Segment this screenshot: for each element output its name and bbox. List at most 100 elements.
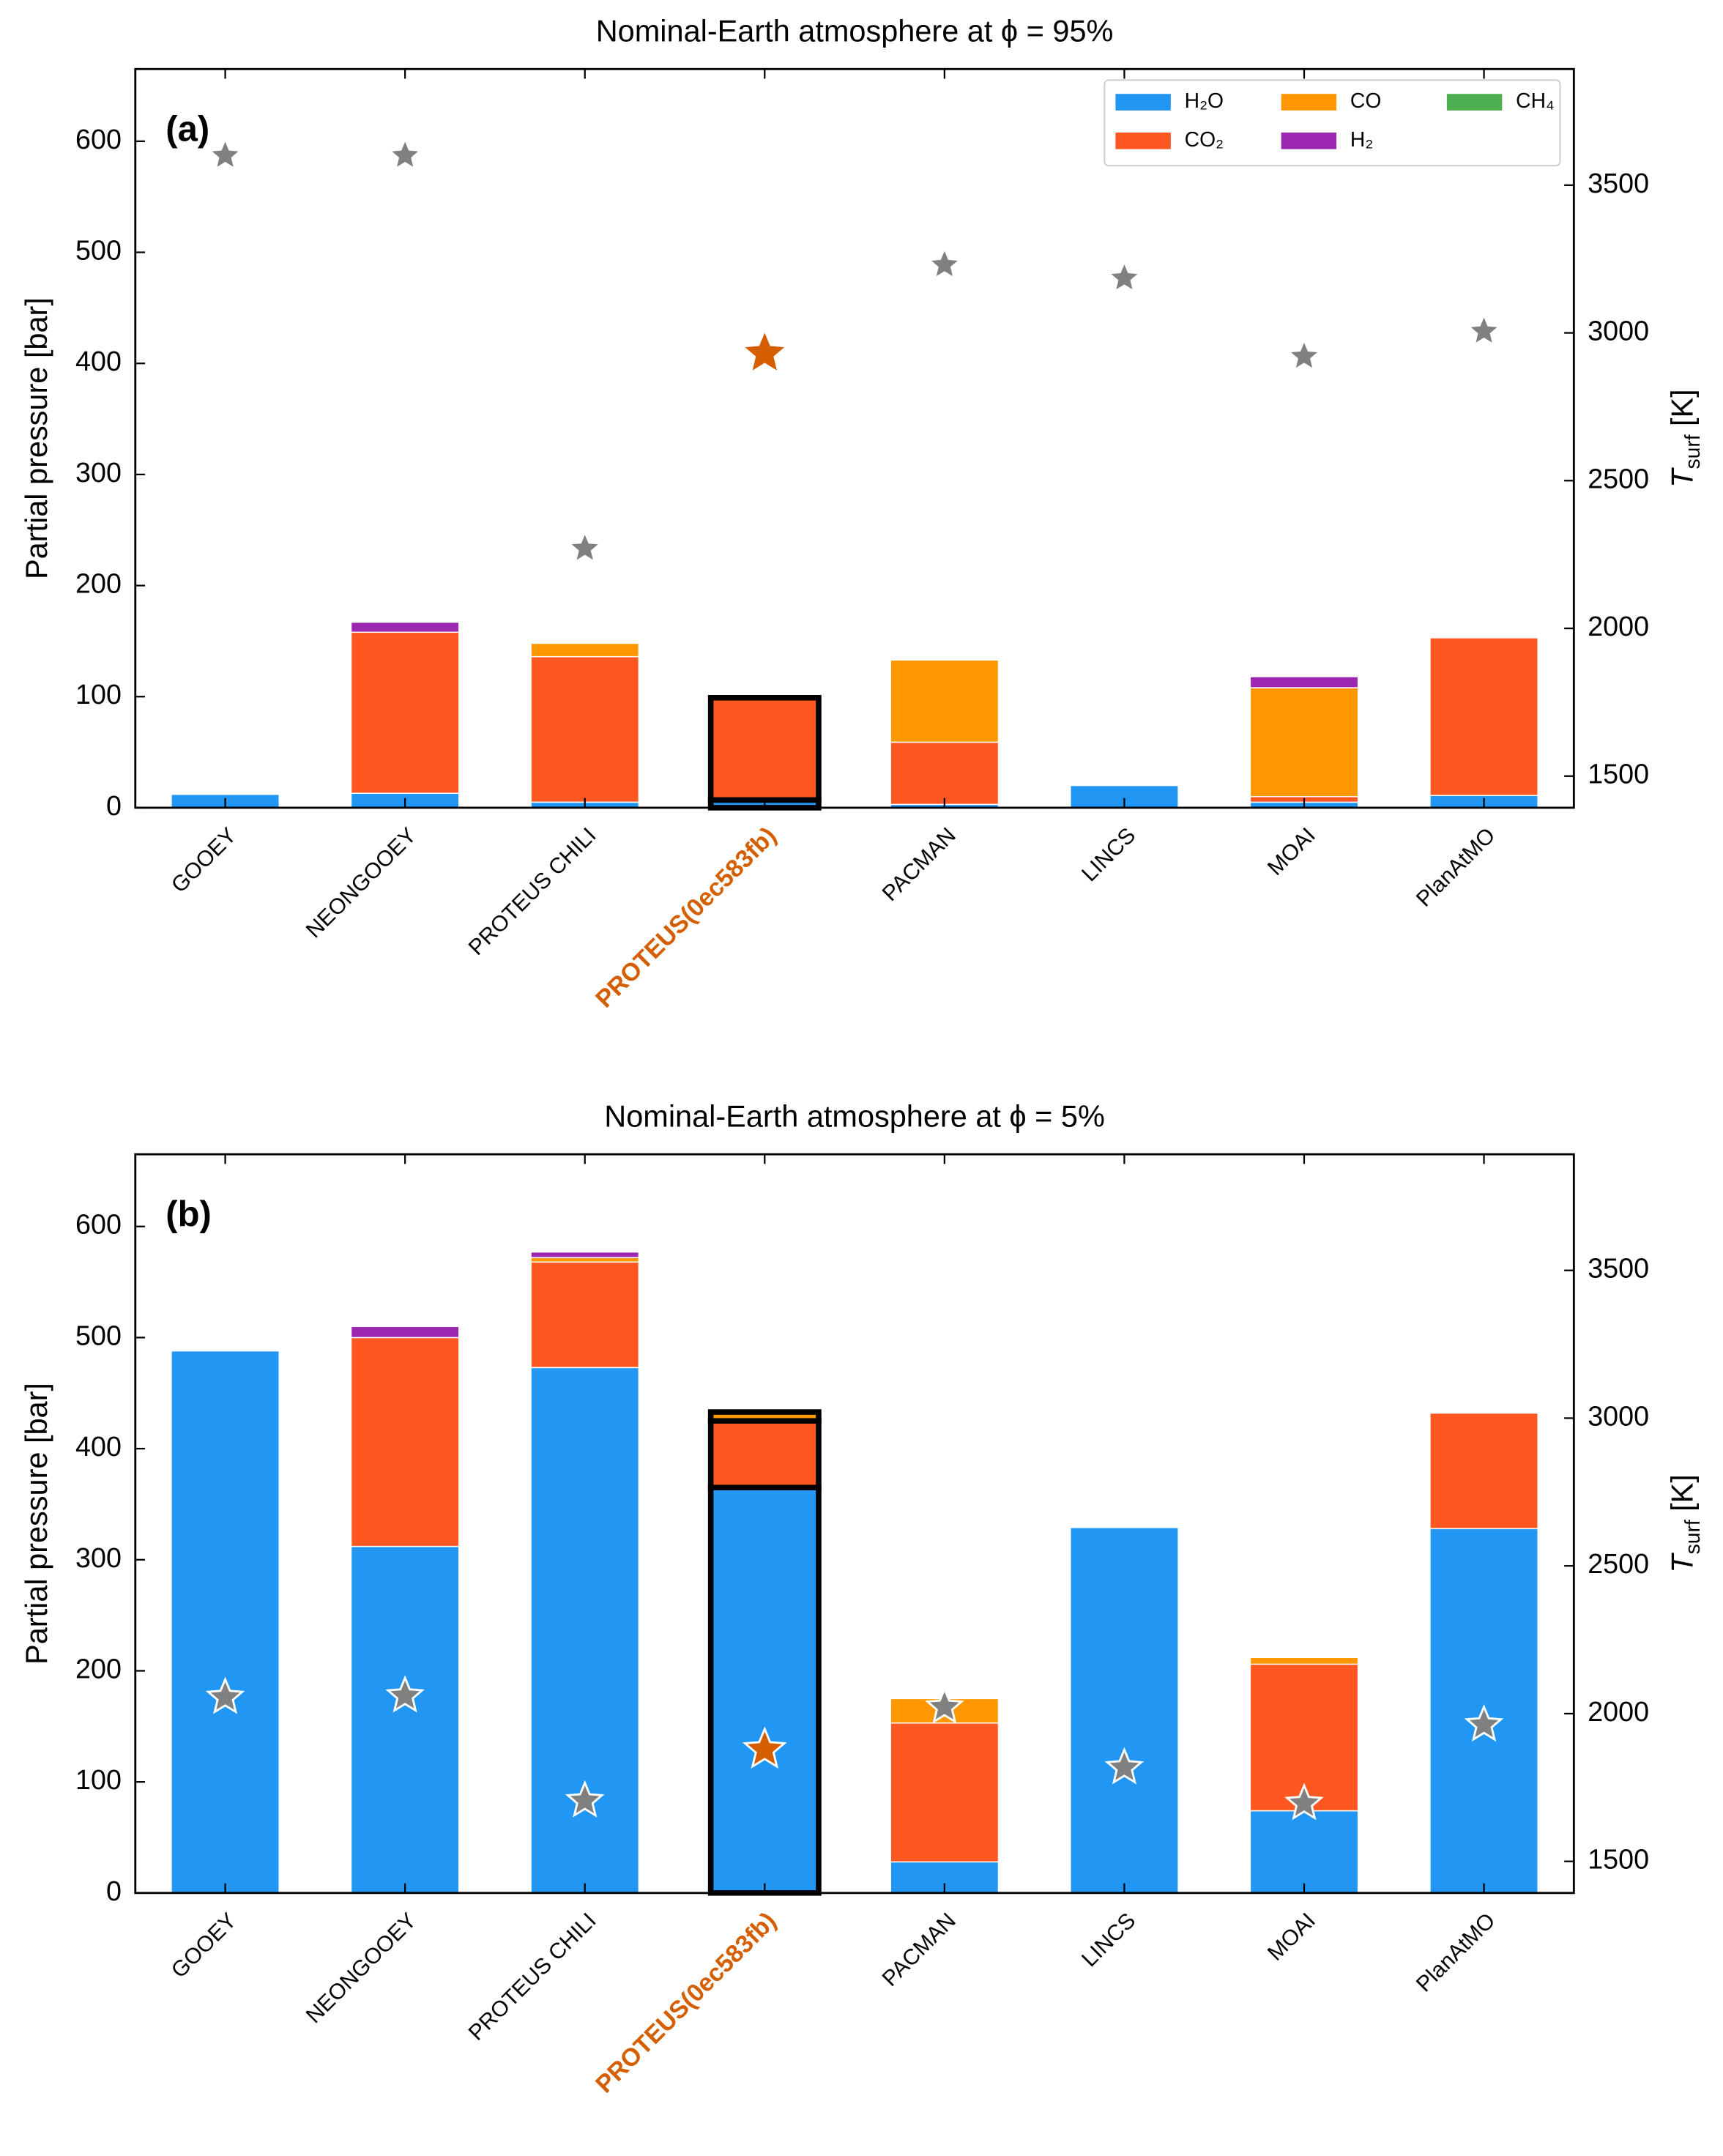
x-tick-label: NEONGOOEY xyxy=(302,823,421,943)
y2-axis-label: Tsurf [K] xyxy=(1664,389,1703,487)
legend-swatch xyxy=(1446,94,1503,111)
temperature-marker xyxy=(742,1726,787,1769)
bar-segment xyxy=(530,1251,640,1258)
bar-segment xyxy=(707,695,822,803)
y2-tick-label: 3000 xyxy=(1588,316,1649,346)
bar-segment xyxy=(890,741,1000,806)
legend-swatch xyxy=(1281,132,1337,149)
temperature-marker xyxy=(925,1686,964,1724)
y2-axis-label: Tsurf [K] xyxy=(1664,1474,1703,1572)
legend-swatch xyxy=(1115,132,1171,149)
legend-label: H₂O xyxy=(1185,89,1224,112)
legend-box xyxy=(1104,79,1561,167)
x-tick-label: PROTEUS(0ec583fb) xyxy=(590,822,781,1013)
bar-segment xyxy=(1249,687,1359,798)
bar-segment xyxy=(707,1418,822,1490)
y2-tick-label: 3000 xyxy=(1588,1400,1649,1431)
temperature-marker xyxy=(1104,1747,1145,1785)
temperature-marker xyxy=(1470,317,1497,343)
y-tick-label: 600 xyxy=(75,124,122,155)
legend-swatch xyxy=(1115,94,1171,111)
bar-segment xyxy=(1070,1527,1179,1894)
y2-tick-label: 2500 xyxy=(1588,1548,1649,1579)
y-axis-label: Partial pressure [bar] xyxy=(19,1383,53,1665)
temperature-marker xyxy=(205,1676,245,1714)
x-tick-label: PROTEUS CHILI xyxy=(464,1908,601,2045)
y2-tick-label: 2000 xyxy=(1588,1696,1649,1727)
panel-label: (b) xyxy=(165,1194,212,1234)
bar-segment xyxy=(530,642,640,658)
y2-tick-label: 3500 xyxy=(1588,1253,1649,1284)
y2-label-symbol: T xyxy=(1664,1553,1699,1573)
x-tick-label: PlanAtMO xyxy=(1412,1908,1500,1997)
y-tick-label: 0 xyxy=(106,790,122,821)
y2-tick-label: 1500 xyxy=(1588,759,1649,789)
x-tick-label: GOOEY xyxy=(167,1908,242,1983)
y-tick-label: 200 xyxy=(75,568,122,599)
legend-label: H₂ xyxy=(1350,127,1373,151)
x-tick-label: PlanAtMO xyxy=(1412,823,1500,912)
bar-segment xyxy=(530,1257,640,1263)
bar-segment xyxy=(1249,676,1359,688)
y-tick-label: 500 xyxy=(75,1320,122,1350)
bar-segment xyxy=(350,1326,460,1339)
bar-segment xyxy=(1249,1657,1359,1665)
y2-tick-label: 2500 xyxy=(1588,463,1649,494)
temperature-marker xyxy=(745,332,785,371)
y2-label-unit: [K] xyxy=(1664,389,1699,426)
bar-segment xyxy=(530,1367,640,1894)
bar-segment xyxy=(1429,637,1538,797)
x-tick-label: MOAI xyxy=(1263,1908,1320,1966)
legend-label: CH₄ xyxy=(1516,89,1554,112)
temperature-marker xyxy=(1111,264,1138,290)
bar-segment xyxy=(707,1484,822,1896)
x-tick-label: PROTEUS(0ec583fb) xyxy=(590,1907,781,2098)
x-tick-label: NEONGOOEY xyxy=(302,1908,421,2028)
bar-segment xyxy=(530,1261,640,1369)
bar-segment xyxy=(350,631,460,794)
temperature-marker xyxy=(931,250,958,277)
x-tick-label: PACMAN xyxy=(878,1908,961,1991)
x-tick-label: LINCS xyxy=(1077,823,1140,886)
y-axis-label: Partial pressure [bar] xyxy=(19,297,53,579)
temperature-marker xyxy=(1291,342,1317,368)
x-tick-label: MOAI xyxy=(1263,823,1320,880)
bar-segment xyxy=(890,659,1000,743)
y2-tick-label: 2000 xyxy=(1588,611,1649,642)
plot-frame xyxy=(134,67,1575,809)
bar-segment xyxy=(1249,1810,1359,1894)
y-tick-label: 600 xyxy=(75,1209,122,1240)
y2-tick-label: 1500 xyxy=(1588,1844,1649,1875)
bar-segment xyxy=(1429,1412,1538,1530)
temperature-marker xyxy=(1284,1783,1324,1821)
legend-label: CO xyxy=(1350,89,1381,112)
temperature-marker xyxy=(571,535,598,560)
legend-label: CO₂ xyxy=(1185,127,1224,151)
y2-label-symbol: T xyxy=(1664,467,1699,488)
y-tick-label: 200 xyxy=(75,1653,122,1684)
y2-tick-label: 3500 xyxy=(1588,168,1649,198)
bar-segment xyxy=(530,655,640,803)
x-tick-label: LINCS xyxy=(1077,1908,1140,1971)
bar-segment xyxy=(171,1350,280,1894)
x-tick-label: GOOEY xyxy=(167,823,242,898)
bar-segment xyxy=(350,1337,460,1547)
temperature-marker xyxy=(212,141,239,167)
y-tick-label: 300 xyxy=(75,1542,122,1573)
y2-label-unit: [K] xyxy=(1664,1474,1699,1512)
chart-title: Nominal-Earth atmosphere at ϕ = 5% xyxy=(604,1099,1105,1133)
temperature-marker xyxy=(1464,1704,1504,1742)
legend-swatch xyxy=(1281,94,1337,111)
plot-frame xyxy=(134,1153,1575,1895)
bar-segment xyxy=(707,1409,822,1424)
x-tick-label: PACMAN xyxy=(878,823,961,906)
x-tick-label: PROTEUS CHILI xyxy=(464,823,601,960)
y2-label-subscript: surf xyxy=(1681,434,1704,469)
y-tick-label: 100 xyxy=(75,679,122,710)
temperature-marker xyxy=(392,141,419,167)
bar-segment xyxy=(350,621,460,633)
y-tick-label: 300 xyxy=(75,457,122,488)
bar-segment xyxy=(350,1545,460,1894)
